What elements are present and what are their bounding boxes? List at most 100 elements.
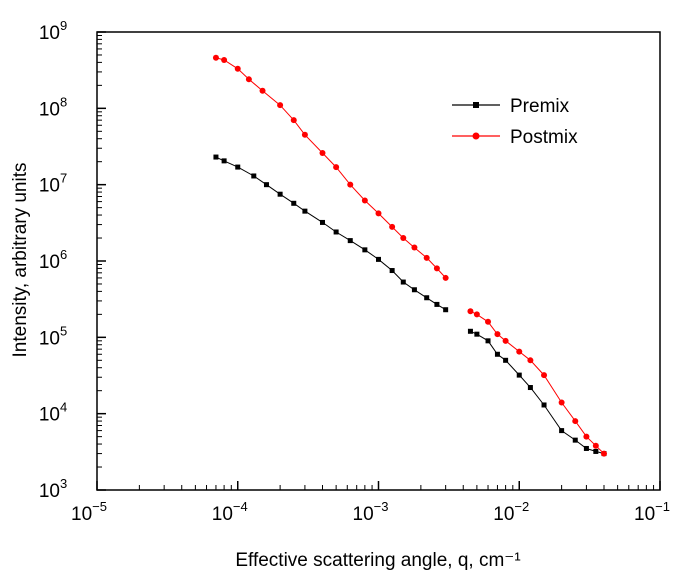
- data-point: [290, 117, 297, 124]
- data-point: [234, 65, 241, 72]
- data-point: [473, 311, 480, 318]
- y-tick-label: 107: [39, 171, 67, 197]
- x-tick-exponent: −5: [92, 499, 107, 514]
- y-tick-exponent: 8: [60, 94, 67, 109]
- y-tick-label: 103: [39, 476, 67, 502]
- series-line: [215, 156, 446, 311]
- data-point: [433, 265, 440, 272]
- y-tick-exponent: 7: [60, 171, 67, 186]
- data-point: [527, 385, 533, 391]
- y-tick-exponent: 5: [60, 323, 67, 338]
- data-point: [400, 235, 407, 242]
- legend-marker: [473, 102, 479, 108]
- data-point: [583, 433, 590, 440]
- y-tick-exponent: 9: [60, 18, 67, 33]
- data-point: [361, 197, 368, 204]
- y-tick-label: 105: [39, 323, 67, 349]
- y-axis-ticks: 103 104 105 106 107 108 109: [39, 18, 106, 502]
- data-point: [235, 164, 241, 170]
- legend-label: Premix: [510, 96, 570, 117]
- series-layer: [212, 54, 607, 457]
- data-point: [277, 102, 284, 109]
- data-point: [291, 200, 297, 206]
- data-point: [375, 210, 382, 217]
- data-point: [376, 256, 381, 262]
- series-line: [470, 310, 605, 454]
- x-axis-ticks: 10−5 10−4 10−3 10−2 10−1: [71, 481, 670, 525]
- y-tick-label: 109: [39, 18, 67, 44]
- data-point: [301, 131, 308, 138]
- legend-marker: [472, 132, 480, 140]
- series-line: [215, 57, 447, 279]
- x-tick-exponent: −1: [655, 499, 670, 514]
- x-tick-label: 10−4: [212, 499, 248, 525]
- data-point: [494, 331, 501, 338]
- data-point: [485, 338, 491, 344]
- legend: Premix Postmix: [452, 96, 578, 148]
- data-point: [467, 308, 474, 315]
- data-point: [319, 149, 326, 156]
- data-point: [424, 295, 430, 301]
- data-point: [221, 56, 228, 63]
- data-point: [423, 254, 430, 261]
- data-point: [467, 328, 473, 334]
- data-point: [212, 54, 219, 61]
- y-tick-label: 108: [39, 94, 67, 120]
- y-tick-exponent: 6: [60, 247, 67, 262]
- y-axis-label: Intensity, arbitrary units: [10, 162, 31, 357]
- data-point: [583, 445, 589, 451]
- data-point: [527, 357, 534, 364]
- data-point: [516, 348, 523, 355]
- data-point: [333, 229, 339, 235]
- legend-item-premix: Premix: [452, 96, 570, 117]
- legend-label: Postmix: [510, 127, 578, 148]
- data-point: [213, 154, 219, 160]
- data-point: [389, 268, 395, 274]
- data-point: [411, 287, 417, 293]
- data-point: [411, 244, 418, 251]
- y-tick-exponent: 3: [60, 476, 67, 491]
- data-point: [502, 337, 509, 344]
- data-point: [400, 279, 406, 285]
- data-point: [558, 399, 565, 406]
- data-point: [593, 448, 599, 454]
- data-point: [485, 318, 492, 325]
- data-point: [277, 191, 283, 197]
- data-point: [245, 76, 252, 83]
- data-point: [503, 357, 509, 363]
- data-point: [263, 182, 269, 188]
- data-point: [592, 442, 599, 449]
- x-axis-label: Effective scattering angle, q, cm⁻¹: [235, 550, 520, 571]
- data-point: [362, 247, 368, 253]
- data-point: [474, 331, 480, 337]
- data-point: [516, 372, 522, 378]
- x-tick-label: 10−2: [493, 499, 529, 525]
- data-point: [443, 307, 449, 313]
- y-tick-label: 104: [39, 400, 67, 426]
- x-tick-exponent: −4: [233, 499, 248, 514]
- data-point: [251, 173, 257, 179]
- data-point: [347, 181, 354, 188]
- data-point: [572, 437, 578, 443]
- x-tick-label: 10−1: [634, 499, 670, 525]
- data-point: [221, 158, 227, 164]
- legend-item-postmix: Postmix: [452, 127, 578, 148]
- x-tick-exponent: −2: [514, 499, 529, 514]
- series-premix: [213, 154, 607, 457]
- data-point: [259, 87, 266, 94]
- data-point: [347, 238, 353, 244]
- data-point: [600, 450, 607, 457]
- data-point: [494, 351, 500, 357]
- series-postmix: [212, 54, 607, 457]
- y-tick-exponent: 4: [60, 400, 67, 415]
- x-tick-exponent: −3: [374, 499, 389, 514]
- data-point: [559, 428, 565, 434]
- y-tick-label: 106: [39, 247, 67, 273]
- data-point: [302, 208, 308, 214]
- data-point: [572, 418, 579, 425]
- data-point: [434, 301, 440, 307]
- x-tick-label: 10−3: [353, 499, 389, 525]
- data-point: [541, 372, 548, 379]
- data-point: [442, 274, 449, 281]
